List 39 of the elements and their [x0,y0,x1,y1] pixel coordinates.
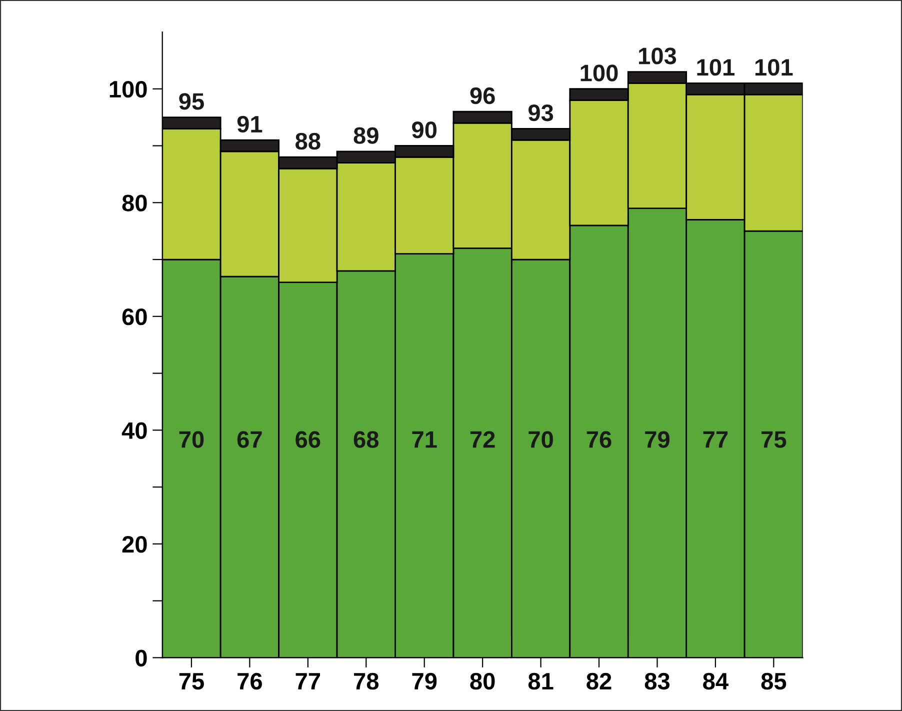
total-label: 101 [755,58,793,76]
data-label: 70 [179,431,204,448]
x-tick-label: 75 [179,673,204,690]
y-tick-label: 0 [136,650,147,666]
total-label: 90 [412,122,437,138]
x-tick-label: 77 [296,673,320,690]
data-label: 77 [703,431,728,448]
x-tick-label: 79 [412,672,437,690]
x-tick-label: 84 [703,672,728,690]
total-label: 93 [528,104,554,122]
data-label: 70 [528,431,553,448]
data-label: 66 [296,431,320,448]
y-tick-label: 20 [122,536,147,553]
y-tick-label: 100 [110,80,147,98]
data-label: 75 [762,431,786,448]
y-tick-label: 40 [122,422,147,439]
y-tick-label: 60 [122,308,147,326]
x-tick-label: 85 [761,672,786,690]
x-tick-label: 82 [586,672,612,690]
data-label: 71 [412,431,437,448]
total-label: 96 [470,87,495,104]
data-label: 67 [237,431,262,448]
y-tick-label: 80 [122,194,147,212]
total-label: 101 [697,58,734,76]
data-label: 79 [645,431,670,448]
x-tick-label: 76 [238,672,262,690]
x-tick-label: 80 [470,672,495,690]
total-label: 95 [179,93,204,110]
x-tick-label: 78 [354,672,379,690]
total-label: 100 [580,64,618,82]
data-label: 68 [354,431,379,448]
total-label: 89 [354,127,378,144]
x-tick-label: 83 [644,672,670,690]
total-label: 88 [296,132,320,150]
total-label: 103 [639,48,676,64]
total-label: 91 [237,116,262,133]
data-label: 76 [586,431,612,448]
data-label: 72 [470,431,495,448]
x-tick-label: 81 [528,672,554,690]
